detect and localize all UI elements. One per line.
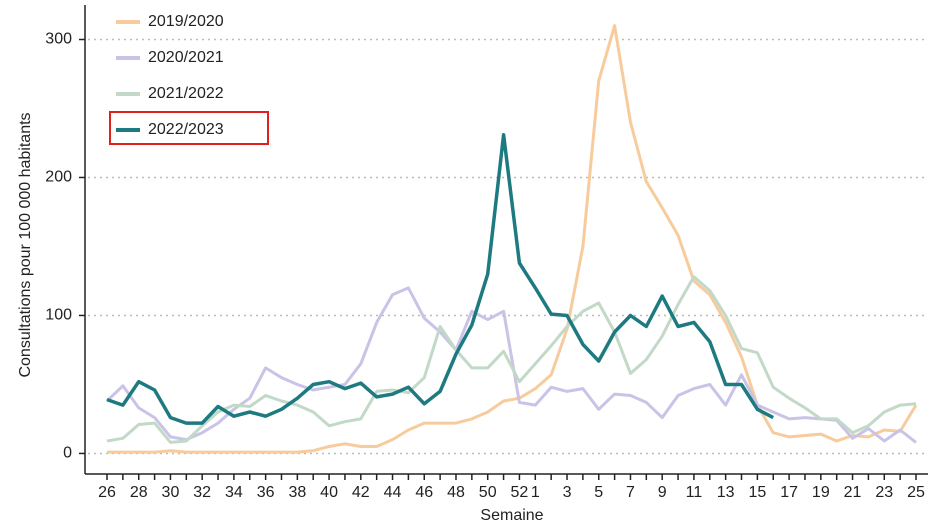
x-tick-label: 1 <box>531 484 540 501</box>
x-tick-label: 38 <box>288 484 306 501</box>
y-tick-label: 0 <box>63 445 72 462</box>
x-tick-label: 26 <box>98 484 116 501</box>
x-tick-label: 32 <box>193 484 211 501</box>
x-tick-label: 36 <box>257 484 275 501</box>
x-tick-label: 21 <box>844 484 862 501</box>
x-tick-label: 46 <box>415 484 433 501</box>
series-line <box>105 286 917 444</box>
legend-label: 2021/2022 <box>148 85 224 102</box>
series-line <box>106 132 775 425</box>
x-tick-label: 3 <box>563 484 572 501</box>
x-tick-label: 44 <box>384 484 402 501</box>
y-tick-label: 300 <box>45 31 72 48</box>
x-tick-label: 23 <box>875 484 893 501</box>
x-tick-label: 7 <box>626 484 635 501</box>
x-tick-label: 5 <box>594 484 603 501</box>
x-tick-label: 19 <box>812 484 830 501</box>
series-line <box>107 24 918 454</box>
x-tick-label: 42 <box>352 484 370 501</box>
x-tick-label: 52 <box>511 484 529 501</box>
x-tick-label: 30 <box>162 484 180 501</box>
x-tick-label: 15 <box>748 484 766 501</box>
legend-label: 2022/2023 <box>148 121 224 138</box>
x-tick-label: 17 <box>780 484 798 501</box>
y-axis-title: Consultations pour 100 000 habitants <box>17 112 34 377</box>
y-tick-label: 200 <box>45 169 72 186</box>
x-tick-label: 28 <box>130 484 148 501</box>
x-tick-label: 25 <box>907 484 925 501</box>
legend-highlight <box>109 111 269 145</box>
x-tick-label: 48 <box>447 484 465 501</box>
x-tick-label: 50 <box>479 484 497 501</box>
series-line <box>106 275 917 444</box>
y-tick-label: 100 <box>45 307 72 324</box>
x-tick-label: 13 <box>717 484 735 501</box>
legend-label: 2020/2021 <box>148 49 224 66</box>
x-tick-label: 9 <box>658 484 667 501</box>
x-tick-label: 11 <box>686 484 703 501</box>
x-axis-title: Semaine <box>480 507 543 524</box>
x-tick-label: 34 <box>225 484 243 501</box>
x-tick-label: 40 <box>320 484 338 501</box>
legend-label: 2019/2020 <box>148 13 224 30</box>
